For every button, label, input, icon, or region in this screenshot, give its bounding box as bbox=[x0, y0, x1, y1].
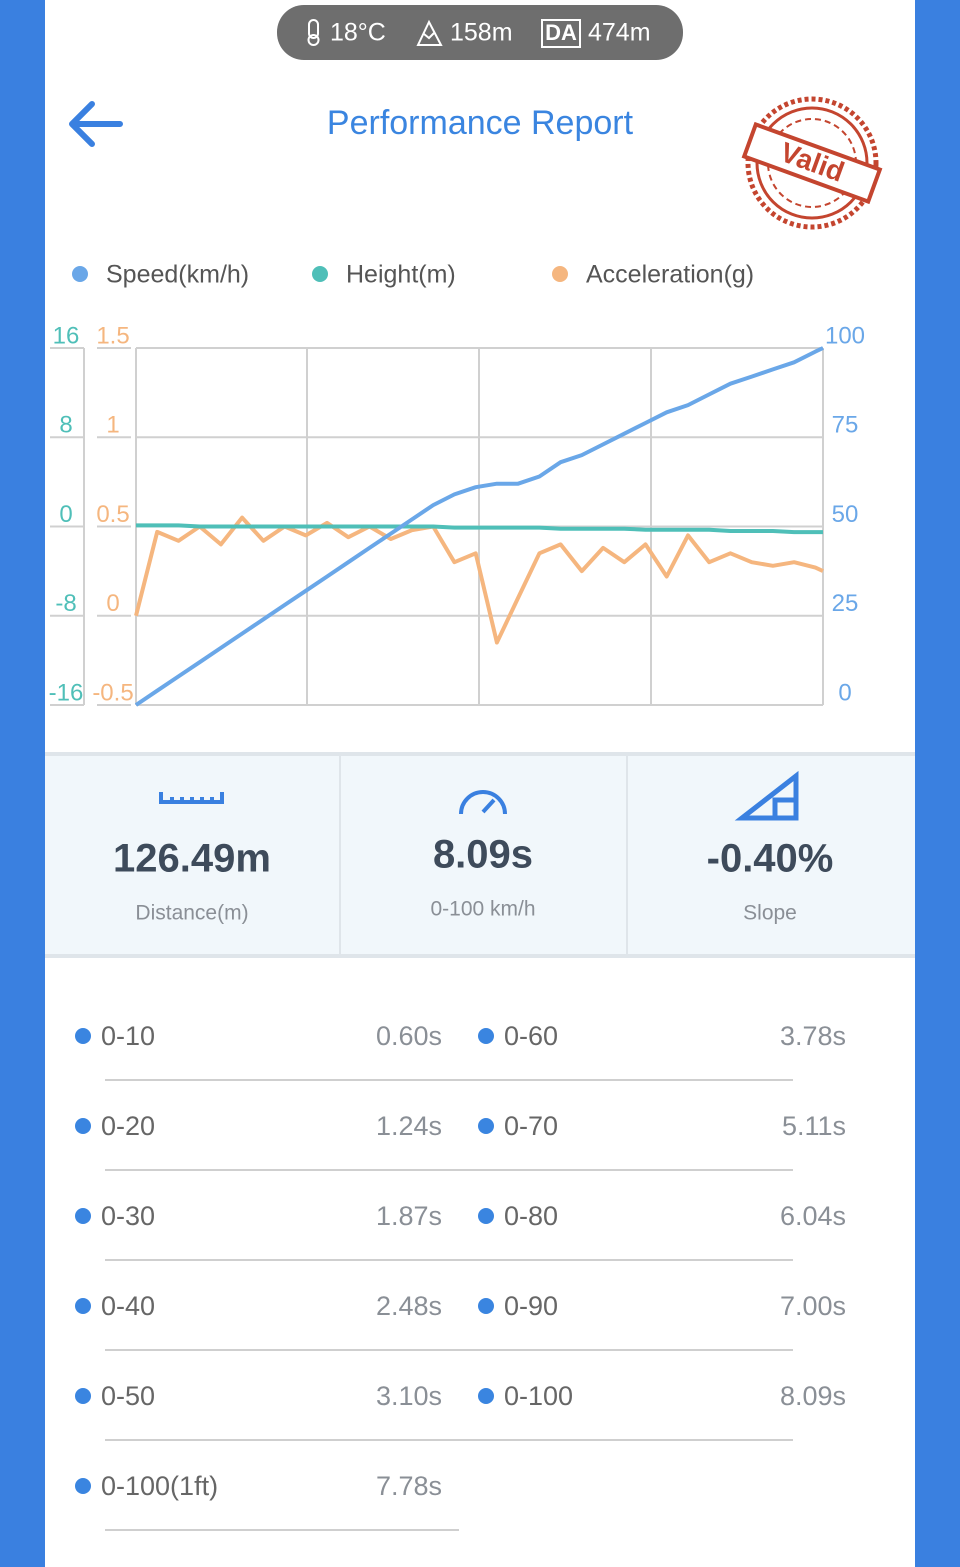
split-label: 0-20 bbox=[101, 1111, 155, 1141]
split-time: 1.24s bbox=[376, 1111, 442, 1141]
legend-dot bbox=[552, 266, 568, 282]
y-tick-label: 50 bbox=[832, 501, 859, 528]
split-time: 8.09s bbox=[780, 1381, 846, 1411]
status-pill bbox=[277, 5, 683, 60]
split-dot bbox=[478, 1028, 494, 1044]
split-time: 5.11s bbox=[782, 1111, 846, 1141]
stat-label: Slope bbox=[743, 902, 797, 925]
da-box bbox=[541, 19, 581, 48]
page-title: Performance Report bbox=[327, 104, 634, 142]
split-dot bbox=[478, 1208, 494, 1224]
split-label: 0-70 bbox=[504, 1111, 558, 1141]
slope-icon bbox=[734, 770, 799, 821]
back-button[interactable] bbox=[69, 101, 123, 147]
y-tick-label: 0.5 bbox=[96, 501, 129, 528]
split-label: 0-10 bbox=[101, 1021, 155, 1051]
legend-label: Acceleration(g) bbox=[586, 261, 754, 289]
stat-value: 126.49m bbox=[113, 837, 271, 881]
split-time: 7.78s bbox=[376, 1471, 442, 1501]
split-time: 3.10s bbox=[376, 1381, 442, 1411]
split-dot bbox=[75, 1118, 91, 1134]
split-dot bbox=[75, 1388, 91, 1404]
split-dot bbox=[75, 1208, 91, 1224]
split-label: 0-60 bbox=[504, 1021, 558, 1051]
y-tick-label: -0.5 bbox=[92, 679, 133, 706]
temperature: 18°C bbox=[330, 19, 386, 47]
split-label: 0-80 bbox=[504, 1201, 558, 1231]
y-tick-label: 25 bbox=[832, 590, 859, 617]
split-time: 6.04s bbox=[780, 1201, 846, 1231]
split-dot bbox=[75, 1028, 91, 1044]
split-time: 1.87s bbox=[376, 1201, 442, 1231]
split-time: 0.60s bbox=[376, 1021, 442, 1051]
split-label: 0-100(1ft) bbox=[101, 1471, 218, 1501]
stat-label: 0-100 km/h bbox=[430, 898, 535, 921]
stat-label: Distance(m) bbox=[135, 902, 248, 925]
y-tick-label: 1.5 bbox=[96, 322, 129, 349]
split-dot bbox=[478, 1388, 494, 1404]
thermometer-icon bbox=[307, 19, 320, 46]
legend-dot bbox=[72, 266, 88, 282]
series-line bbox=[134, 515, 824, 645]
mountain-icon bbox=[416, 19, 443, 46]
split-label: 0-30 bbox=[101, 1201, 155, 1231]
split-time: 7.00s bbox=[780, 1291, 846, 1321]
y-tick-label: 16 bbox=[53, 322, 80, 349]
y-tick-label: -16 bbox=[49, 679, 84, 706]
density-altitude: 474m bbox=[588, 19, 651, 47]
altitude: 158m bbox=[450, 19, 513, 47]
split-label: 0-40 bbox=[101, 1291, 155, 1321]
split-time: 2.48s bbox=[376, 1291, 442, 1321]
y-tick-label: 1 bbox=[106, 412, 119, 439]
split-label: 0-90 bbox=[504, 1291, 558, 1321]
split-dot bbox=[75, 1478, 91, 1494]
y-tick-label: 0 bbox=[59, 501, 72, 528]
gauge-icon bbox=[459, 790, 507, 815]
series-line bbox=[136, 523, 823, 535]
y-tick-label: 8 bbox=[59, 412, 72, 439]
y-tick-label: 100 bbox=[825, 322, 865, 349]
stat-value: -0.40% bbox=[707, 837, 834, 881]
ruler-icon bbox=[159, 792, 224, 804]
series-line bbox=[134, 346, 824, 707]
y-tick-label: 75 bbox=[832, 412, 859, 439]
da-label: DA bbox=[545, 20, 577, 45]
split-dot bbox=[478, 1298, 494, 1314]
y-tick-label: 0 bbox=[106, 590, 119, 617]
stats-panel bbox=[45, 752, 915, 958]
stat-value: 8.09s bbox=[433, 833, 533, 877]
legend-dot bbox=[312, 266, 328, 282]
split-dot bbox=[478, 1118, 494, 1134]
split-label: 0-50 bbox=[101, 1381, 155, 1411]
y-tick-label: -8 bbox=[55, 590, 76, 617]
legend-label: Speed(km/h) bbox=[106, 261, 249, 289]
y-tick-label: 0 bbox=[838, 679, 851, 706]
split-time: 3.78s bbox=[780, 1021, 846, 1051]
split-label: 0-100 bbox=[504, 1381, 573, 1411]
legend-label: Height(m) bbox=[346, 261, 456, 289]
split-dot bbox=[75, 1298, 91, 1314]
